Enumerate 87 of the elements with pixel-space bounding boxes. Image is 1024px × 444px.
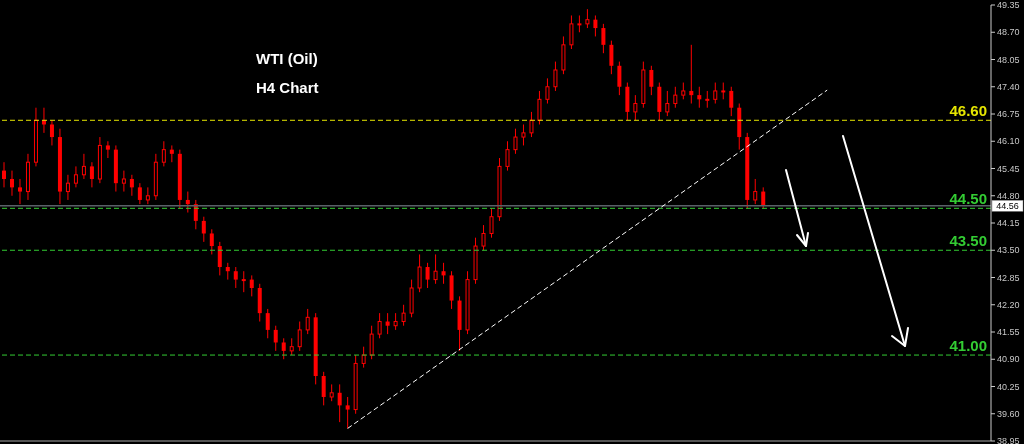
candlestick <box>377 312 382 339</box>
candlestick <box>585 8 590 29</box>
candlestick <box>201 216 206 243</box>
candlestick <box>369 325 374 360</box>
ref-line-label: 46.60 <box>949 102 987 120</box>
ref-line-label: 43.50 <box>949 232 987 250</box>
y-tick-label: 49.35 <box>997 0 1020 11</box>
candlestick <box>441 262 446 285</box>
candlestick <box>121 170 126 193</box>
candlestick <box>481 224 486 251</box>
candlestick <box>209 228 214 255</box>
candlestick <box>665 90 670 117</box>
candlestick <box>2 161 6 188</box>
candlestick <box>673 86 678 109</box>
y-tick-label: 46.75 <box>997 109 1020 120</box>
candlestick <box>697 86 702 109</box>
candlestick <box>9 170 14 197</box>
candlestick <box>537 90 542 125</box>
candlestick <box>649 65 654 96</box>
candlestick <box>505 140 510 172</box>
candlestick <box>273 325 278 352</box>
candlestick <box>617 61 622 96</box>
candlestick <box>425 262 430 289</box>
candlestick <box>265 308 270 339</box>
candlestick <box>513 128 518 155</box>
y-tick-label: 48.70 <box>997 27 1020 38</box>
candlestick <box>593 14 598 37</box>
candlestick <box>729 86 734 117</box>
candlestick <box>49 119 54 146</box>
candlestick <box>761 186 766 209</box>
y-tick-label: 48.05 <box>997 54 1020 65</box>
candlestick <box>161 140 166 167</box>
candlestick <box>105 140 110 159</box>
candlestick <box>249 274 254 297</box>
candlestick <box>601 23 606 54</box>
candlestick <box>521 123 526 146</box>
candlestick <box>305 308 310 335</box>
candlestick <box>233 266 238 289</box>
candlestick <box>65 174 70 201</box>
y-tick-label: 42.85 <box>997 272 1020 283</box>
y-tick-label: 40.90 <box>997 354 1020 365</box>
y-tick-label: 47.40 <box>997 81 1020 92</box>
candlestick <box>753 178 758 205</box>
candlestick <box>417 253 422 293</box>
text: H4 Chart <box>256 79 319 96</box>
y-tick-label: 44.80 <box>997 190 1020 201</box>
candlestick <box>185 191 190 214</box>
candlestick <box>545 77 550 105</box>
candlestick <box>241 270 246 293</box>
candlestick <box>633 94 638 121</box>
candlestick <box>129 174 134 197</box>
ref-line-label: 41.00 <box>949 337 987 355</box>
candlestick <box>137 182 142 205</box>
candlestick <box>17 178 22 205</box>
y-tick-label: 44.15 <box>997 218 1020 229</box>
candlestick <box>609 40 614 75</box>
candlestick <box>713 82 718 105</box>
y-tick-label: 45.45 <box>997 163 1020 174</box>
candlestick <box>689 44 694 105</box>
candlestick <box>529 111 534 138</box>
ref-line-label: 44.50 <box>949 190 987 208</box>
candlestick <box>297 321 302 352</box>
candlestick <box>553 61 558 92</box>
candlestick <box>81 153 86 180</box>
candlestick <box>337 383 342 423</box>
candlestick <box>569 14 574 50</box>
ref-line-label: 44.56 <box>996 200 1019 211</box>
candlestick <box>433 253 438 285</box>
candlestick <box>361 346 366 369</box>
candlestick <box>321 371 326 406</box>
candlestick <box>89 161 94 188</box>
candlestick <box>489 207 494 239</box>
y-tick-label: 46.10 <box>997 136 1020 147</box>
y-tick-label: 41.55 <box>997 327 1020 338</box>
candlestick <box>385 312 390 335</box>
text: WTI (Oil) <box>256 50 318 67</box>
candlestick <box>401 304 406 327</box>
y-tick-label: 43.50 <box>997 245 1020 256</box>
candlestick <box>217 241 222 276</box>
candlestick <box>145 186 150 205</box>
candlestick <box>281 337 286 360</box>
y-tick-label: 42.20 <box>997 299 1020 310</box>
candlestick <box>345 396 350 429</box>
y-tick-label: 40.25 <box>997 381 1020 392</box>
y-tick-label: 38.95 <box>997 436 1020 444</box>
candlestick <box>73 165 78 188</box>
y-tick-label: 39.60 <box>997 408 1020 419</box>
